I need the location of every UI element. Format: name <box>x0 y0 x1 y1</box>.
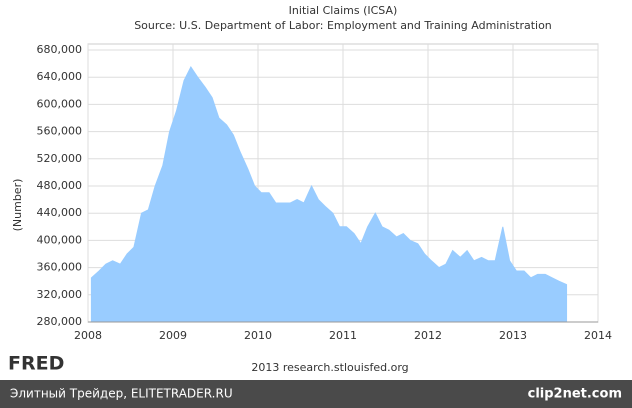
x-tick-label: 2013 <box>499 329 527 342</box>
y-tick-label: 600,000 <box>37 97 83 110</box>
y-tick-label: 480,000 <box>37 179 83 192</box>
y-tick-label: 560,000 <box>37 125 83 138</box>
y-tick-label: 280,000 <box>37 315 83 328</box>
y-tick-label: 400,000 <box>37 233 83 246</box>
y-axis-label: (Number) <box>11 179 24 232</box>
y-tick-label: 320,000 <box>37 288 83 301</box>
area <box>90 66 568 323</box>
credit: 2013 research.stlouisfed.org <box>251 361 408 374</box>
x-tick-label: 2011 <box>329 329 357 342</box>
x-tick-label: 2009 <box>159 329 187 342</box>
chart-subtitle: Source: U.S. Department of Labor: Employ… <box>134 19 552 32</box>
x-tick-label: 2008 <box>74 329 102 342</box>
footer-bar <box>0 380 632 408</box>
fred-logo: FRED <box>8 353 64 375</box>
x-tick-label: 2010 <box>244 329 272 342</box>
y-tick-label: 680,000 <box>37 43 83 56</box>
y-tick-label: 520,000 <box>37 152 83 165</box>
x-tick-label: 2012 <box>414 329 442 342</box>
footer-left: Элитный Трейдер, ELITETRADER.RU <box>10 387 233 401</box>
chart-title: Initial Claims (ICSA) <box>289 4 398 17</box>
x-tick-label: 2014 <box>584 329 612 342</box>
y-tick-label: 440,000 <box>37 206 83 219</box>
footer-right: clip2net.com <box>528 387 622 402</box>
y-tick-label: 640,000 <box>37 70 83 83</box>
y-tick-label: 360,000 <box>37 261 83 274</box>
